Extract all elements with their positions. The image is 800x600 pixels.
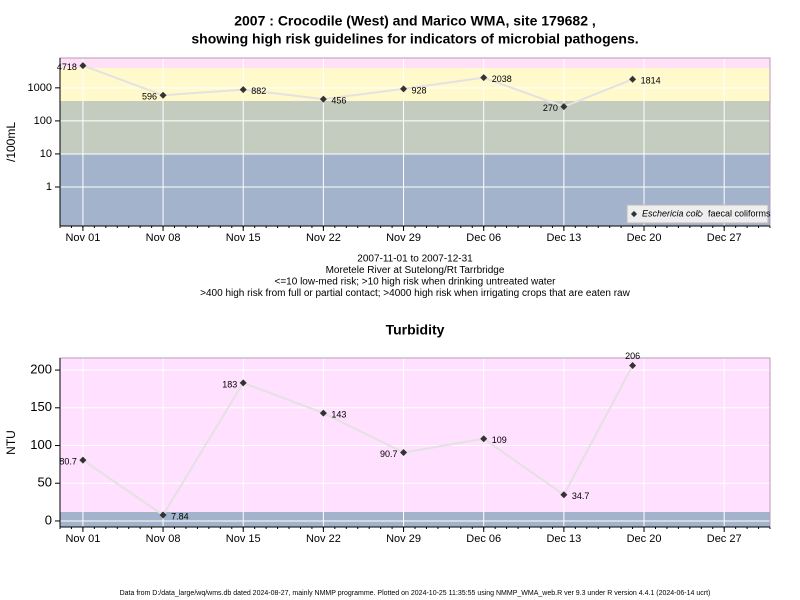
legend-marker (630, 210, 638, 218)
caption: <=10 low-med risk; >10 high risk when dr… (275, 277, 557, 288)
y-tick-label: 0 (45, 512, 52, 527)
x-tick-label: Dec 13 (546, 533, 581, 545)
x-tick-label: Dec 20 (627, 533, 662, 545)
series-line (82, 365, 634, 517)
caption: >400 high risk from full or partial cont… (200, 288, 630, 299)
y-tick-label: 1000 (28, 82, 52, 94)
data-point (319, 409, 327, 417)
x-tick-label: Dec 27 (707, 232, 742, 244)
risk-band (60, 67, 770, 101)
y-tick-label: 150 (30, 399, 52, 414)
x-tick-label: Dec 06 (466, 232, 501, 244)
data-point (560, 491, 568, 499)
data-point (79, 62, 87, 70)
x-tick-label: Nov 15 (226, 533, 261, 545)
data-label: 270 (543, 103, 558, 113)
data-label: 882 (251, 86, 266, 96)
data-point (480, 435, 488, 443)
data-label: 2038 (492, 74, 512, 84)
y-axis-label: NTU (4, 430, 18, 455)
x-tick-label: Nov 01 (65, 232, 100, 244)
x-tick-label: Nov 22 (306, 232, 341, 244)
x-tick-label: Dec 13 (546, 232, 581, 244)
data-point (239, 86, 247, 94)
y-tick-label: 100 (34, 115, 52, 127)
y-tick-label: 100 (30, 437, 52, 452)
data-label: 80.7 (59, 456, 77, 466)
x-tick-label: Nov 08 (146, 533, 181, 545)
data-point (629, 75, 637, 83)
data-point (159, 91, 167, 99)
y-tick-label: 50 (38, 475, 52, 490)
x-tick-label: Nov 29 (386, 232, 421, 244)
legend-marker (696, 210, 704, 218)
data-point (560, 103, 568, 111)
data-label: 4718 (57, 62, 77, 72)
y-tick-label: 1 (46, 181, 52, 193)
data-point (400, 449, 408, 457)
data-label: 34.7 (572, 491, 590, 501)
data-label: 109 (492, 435, 507, 445)
x-tick-label: Nov 22 (306, 533, 341, 545)
data-point (629, 362, 637, 370)
data-label: 183 (222, 379, 237, 389)
legend-label: faecal coliforms (708, 208, 771, 218)
caption: 2007-11-01 to 2007-12-31 (357, 254, 473, 265)
y-tick-label: 10 (40, 148, 52, 160)
data-label: 90.7 (380, 449, 398, 459)
x-tick-label: Nov 29 (386, 533, 421, 545)
chart-title: 2007 : Crocodile (West) and Marico WMA, … (234, 13, 596, 29)
risk-band (60, 358, 770, 512)
chart-title: showing high risk guidelines for indicat… (191, 31, 638, 47)
chart-title: Turbidity (386, 322, 445, 338)
data-label: 7.84 (171, 511, 189, 521)
footer: Data from D:/data_large/wq/wms.db dated … (120, 590, 711, 597)
x-tick-label: Nov 08 (146, 232, 181, 244)
data-point (239, 379, 247, 387)
data-label: 928 (412, 85, 427, 95)
x-tick-label: Nov 15 (226, 232, 261, 244)
data-label: 596 (142, 92, 157, 102)
caption: Moretele River at Sutelong/Rt Tarrbridge (326, 265, 505, 276)
x-tick-label: Dec 27 (707, 533, 742, 545)
data-point (480, 74, 488, 82)
y-tick-label: 200 (30, 362, 52, 377)
risk-band (60, 511, 770, 527)
data-point (79, 456, 87, 464)
data-label: 1814 (641, 76, 661, 86)
data-point (159, 511, 167, 519)
x-tick-label: Dec 06 (466, 533, 501, 545)
data-point (400, 85, 408, 93)
data-label: 143 (331, 409, 346, 419)
x-tick-label: Dec 20 (627, 232, 662, 244)
x-tick-label: Nov 01 (65, 533, 100, 545)
data-point (319, 95, 327, 103)
series-line (82, 64, 633, 108)
risk-band (60, 58, 770, 68)
data-label: 456 (331, 95, 346, 105)
data-label: 206 (625, 351, 640, 361)
risk-band (60, 100, 770, 154)
y-axis-label: /100mL (4, 122, 18, 162)
legend-label: Eschericia coli (642, 208, 701, 218)
